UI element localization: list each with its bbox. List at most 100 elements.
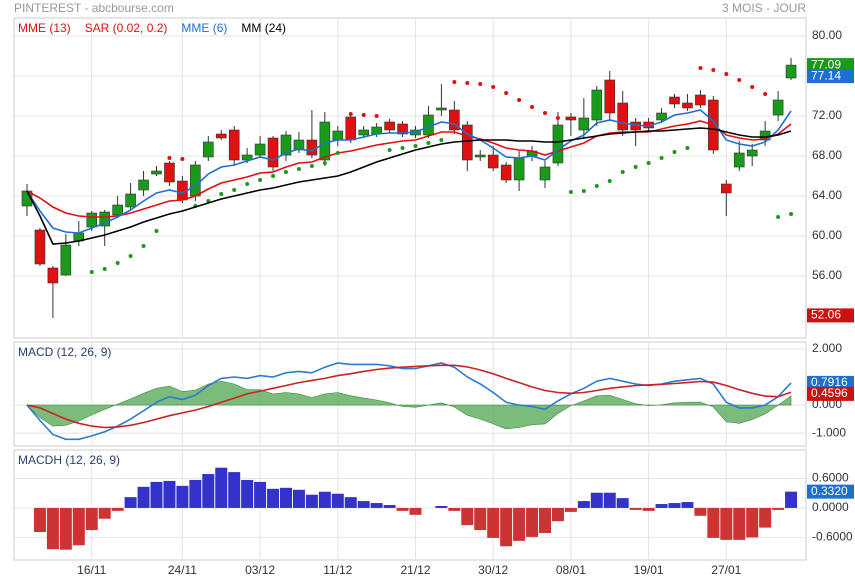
bar — [59, 507, 72, 550]
sar-dot — [348, 112, 353, 116]
candle-body — [99, 211, 110, 227]
bar — [707, 507, 720, 538]
candle-body — [203, 141, 214, 158]
sar-dot — [530, 105, 535, 109]
y-tick-label: -1.000 — [812, 425, 846, 439]
sar-dot — [335, 151, 340, 155]
price-tag-label: 0.3320 — [811, 484, 848, 498]
candle-body — [306, 139, 318, 156]
bar — [668, 503, 681, 508]
bar — [267, 488, 280, 508]
sar-dot — [478, 82, 483, 86]
bar — [396, 507, 409, 511]
bar — [448, 507, 461, 511]
sar-dot — [374, 114, 379, 118]
x-tick-label: 16/11 — [77, 563, 106, 577]
bar — [746, 507, 759, 538]
candle-body — [60, 244, 72, 276]
sar-dot — [646, 161, 651, 165]
sar-dot — [517, 98, 522, 102]
bar — [150, 481, 163, 508]
bar — [318, 491, 331, 508]
candle-body — [591, 89, 603, 121]
candle-body — [720, 183, 732, 194]
x-tick-label: 24/11 — [168, 563, 197, 577]
candle-body — [513, 157, 525, 181]
legend-entry: MM (24) — [241, 21, 286, 35]
sar-dot — [413, 144, 418, 148]
bar — [694, 507, 707, 516]
price-tag — [807, 375, 854, 390]
bar — [409, 507, 422, 515]
price-tag-label: 77.14 — [811, 68, 841, 82]
sar-dot — [322, 161, 327, 165]
sar-dot — [685, 146, 690, 150]
candle-body — [125, 193, 136, 208]
sar-dot — [361, 113, 366, 117]
candle-body — [669, 96, 680, 105]
sar-dot — [141, 244, 146, 248]
sar-dot — [452, 80, 457, 84]
sar-dot — [128, 254, 133, 258]
candle-body — [617, 102, 629, 131]
sar-dot — [594, 184, 599, 188]
candle-body — [695, 94, 706, 106]
bar — [655, 504, 668, 508]
bar — [590, 492, 603, 508]
candle-body — [151, 170, 162, 175]
bar — [564, 507, 577, 512]
bar — [474, 507, 487, 531]
price-tag — [807, 308, 854, 323]
sar-dot — [698, 66, 703, 70]
sar-dot — [180, 157, 185, 161]
panel-title: MACD (12, 26, 9) — [18, 345, 111, 359]
bar — [331, 493, 344, 508]
x-tick-label: 11/12 — [323, 563, 352, 577]
sar-dot — [789, 212, 794, 216]
candle-body — [436, 107, 447, 111]
bar — [124, 497, 137, 508]
candle-body — [656, 112, 667, 121]
sar-dot — [284, 170, 288, 174]
candle-body — [190, 164, 201, 197]
sar-dot — [258, 178, 263, 182]
y-tick-label: -0.6000 — [812, 530, 853, 544]
bar — [487, 507, 500, 538]
sar-dot — [465, 81, 470, 85]
candle-body — [241, 154, 253, 161]
candle-body — [332, 130, 344, 141]
bar — [189, 479, 202, 508]
sar-dot — [232, 188, 237, 192]
candle-body — [293, 139, 305, 151]
indicator-line — [26, 120, 792, 218]
bar — [357, 501, 370, 508]
header-title: PINTEREST - abcbourse.com — [14, 1, 174, 15]
x-tick-label: 27/01 — [711, 563, 741, 577]
price-tag-label: 0.7916 — [811, 375, 848, 389]
bar — [616, 498, 629, 508]
sar-dot — [620, 170, 625, 174]
sar-dot — [245, 182, 250, 186]
candle-body — [34, 229, 46, 265]
candle-body — [682, 102, 693, 109]
price-tag-label: 0.4596 — [811, 386, 848, 400]
sar-dot — [607, 179, 612, 183]
sar-dot — [296, 167, 301, 171]
bar — [228, 472, 241, 508]
sar-dot — [426, 141, 431, 145]
candle-body — [474, 154, 486, 158]
candle-body — [112, 204, 123, 216]
candle-body — [461, 124, 473, 161]
sar-dot — [154, 229, 159, 233]
candle-body — [164, 162, 175, 183]
candle-body — [47, 267, 59, 284]
sar-dot — [776, 215, 781, 219]
sar-dot — [504, 91, 509, 95]
bar — [98, 507, 111, 519]
bar — [33, 507, 46, 533]
sar-dot — [711, 68, 716, 72]
candle-body — [785, 64, 797, 79]
price-tag-label: 77.09 — [811, 57, 841, 71]
bar — [577, 501, 590, 508]
candle-body — [565, 116, 577, 121]
